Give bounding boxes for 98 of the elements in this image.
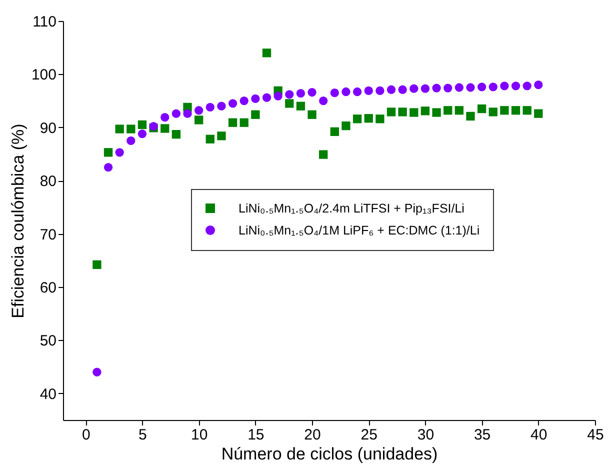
point	[160, 112, 170, 122]
point	[262, 93, 272, 102]
point	[466, 112, 475, 121]
point	[319, 96, 328, 106]
x-tick-label: 30	[417, 426, 434, 444]
point	[444, 84, 452, 92]
point	[285, 90, 294, 99]
point	[138, 129, 147, 138]
point	[160, 124, 170, 133]
point	[420, 84, 430, 93]
point	[104, 162, 113, 172]
point	[454, 83, 464, 92]
point	[115, 124, 124, 134]
legend-label: LiNi₀.₅Mn₁.₅O₄/1M LiPF₆ + EC:DMC (1:1)/Li	[238, 223, 480, 238]
x-tick-label: 35	[474, 426, 491, 444]
point	[330, 127, 339, 136]
point	[488, 108, 498, 116]
point	[104, 148, 113, 157]
point	[352, 87, 362, 96]
point	[342, 87, 350, 96]
point	[534, 80, 543, 90]
point	[522, 106, 532, 115]
point	[432, 108, 441, 117]
point	[511, 106, 520, 115]
x-tick-label: 40	[530, 426, 548, 444]
point	[251, 110, 260, 119]
x-tick-label: 20	[304, 426, 321, 444]
point	[240, 118, 248, 127]
point	[352, 114, 362, 124]
y-tick-label: 110	[32, 14, 56, 30]
point	[488, 82, 498, 92]
point	[251, 94, 260, 103]
y-tick-label: 50	[40, 332, 56, 350]
point	[364, 86, 373, 96]
point	[217, 132, 226, 140]
point	[454, 106, 464, 115]
point	[206, 102, 214, 112]
x-tick-label: 10	[190, 426, 208, 444]
y-tick-label: 40	[40, 386, 56, 403]
point	[398, 108, 407, 116]
point	[228, 118, 238, 127]
point	[330, 88, 339, 98]
x-tick-label: 45	[587, 426, 604, 444]
point	[240, 96, 248, 106]
y-tick-label: 90	[40, 120, 56, 137]
point	[217, 102, 226, 110]
point	[376, 86, 384, 96]
y-tick-label: 70	[40, 226, 56, 244]
point	[126, 136, 136, 146]
point	[172, 109, 181, 118]
point	[477, 104, 486, 114]
point	[262, 48, 272, 58]
point	[138, 120, 147, 130]
point	[420, 106, 430, 116]
point	[432, 84, 441, 92]
point	[92, 368, 102, 376]
point	[206, 134, 214, 144]
point	[172, 130, 181, 139]
y-tick-label: 60	[40, 280, 56, 296]
legend-label: LiNi₀.₅Mn₁.₅O₄/2.4m LiTFSI + Pip₁₃FSI/Li	[238, 201, 464, 216]
point	[92, 260, 102, 269]
point	[500, 106, 509, 115]
point	[466, 83, 475, 92]
x-tick-label: 0	[82, 426, 90, 444]
point	[410, 108, 418, 117]
point	[115, 148, 124, 157]
y-axis-title: Eficiencia coulómbica (%)	[8, 124, 28, 318]
point	[319, 150, 328, 159]
point	[308, 88, 316, 97]
point	[342, 121, 350, 130]
point	[477, 82, 486, 92]
point	[511, 82, 520, 90]
point	[194, 106, 204, 115]
x-tick-label: 5	[138, 426, 147, 444]
y-tick-label: 80	[40, 173, 56, 190]
point	[296, 102, 306, 110]
x-tick-label: 15	[248, 426, 264, 444]
point	[522, 82, 532, 90]
point	[194, 116, 204, 124]
point	[285, 99, 294, 108]
point	[228, 99, 238, 108]
point	[500, 82, 509, 90]
point	[410, 84, 418, 93]
y-tick-label: 100	[31, 66, 56, 84]
point	[386, 108, 396, 116]
point	[376, 114, 384, 124]
point	[444, 106, 452, 115]
point	[296, 89, 306, 98]
point	[126, 124, 136, 134]
x-tick-label: 25	[360, 426, 378, 444]
point	[274, 92, 282, 100]
point	[364, 114, 373, 123]
x-axis-title: Número de ciclos (unidades)	[221, 444, 438, 464]
point	[308, 110, 316, 119]
point	[183, 109, 192, 118]
point	[398, 85, 407, 94]
point	[534, 109, 543, 118]
point	[386, 85, 396, 94]
